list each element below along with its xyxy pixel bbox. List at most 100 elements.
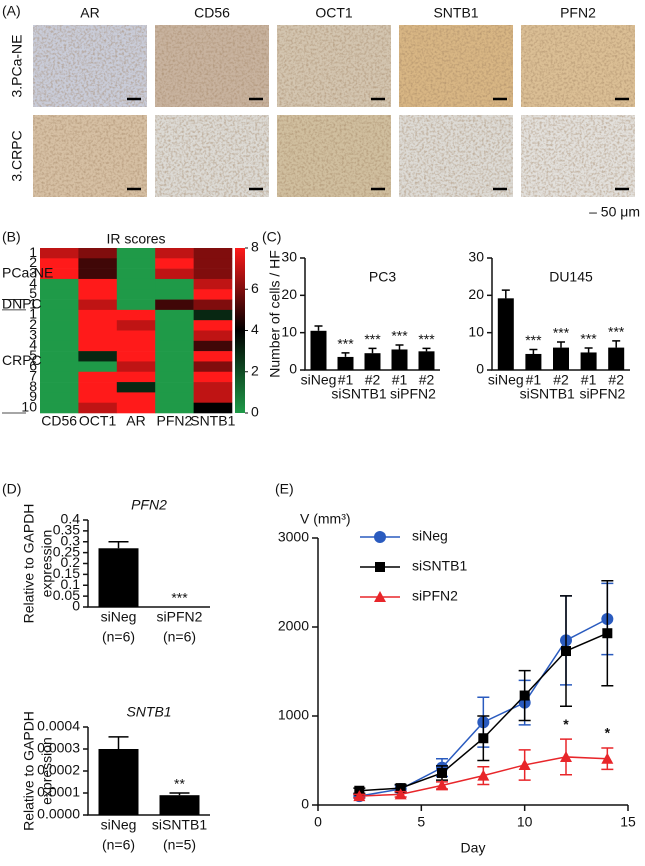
heatmap-cell	[116, 382, 156, 393]
y-axis-label: Relative to GAPDH	[21, 504, 37, 624]
y-tick-label: 20	[468, 286, 484, 302]
bar	[580, 352, 597, 370]
heatmap-cell	[78, 371, 118, 383]
marker	[561, 646, 571, 657]
y-tick-label: 0.4	[61, 511, 81, 527]
bar	[159, 795, 200, 815]
heatmap-cell	[155, 299, 194, 311]
error-bar	[395, 344, 404, 350]
x-tick-label: #1	[581, 372, 597, 388]
heatmap-cell	[155, 382, 194, 393]
legend-label: siPFN2	[412, 588, 458, 604]
x-tick-label: siNeg	[101, 609, 137, 625]
y-tick-label: 0.2	[61, 554, 81, 570]
heatmap-cell	[78, 392, 118, 403]
y-tick-label: 0.0002	[37, 762, 80, 778]
heatmap-cell	[116, 392, 156, 403]
heatmap-cell	[155, 248, 194, 259]
heatmap-cell	[116, 248, 156, 259]
error-bar	[108, 736, 129, 749]
heatmap-cell	[155, 309, 194, 321]
x-tick-label: siNeg	[488, 372, 524, 388]
row-label: 4	[29, 337, 37, 353]
row-label: 2	[29, 254, 37, 270]
heatmap-cell	[40, 309, 79, 321]
y-tick-label: 0.35	[53, 522, 80, 538]
y-tick-label: 0.0004	[37, 718, 80, 734]
heatmap-cell	[193, 268, 233, 280]
heatmap-cell	[78, 320, 118, 331]
heatmap-cell	[116, 268, 156, 280]
heatmap-cell	[40, 371, 79, 383]
heatmap-cell	[193, 351, 233, 362]
heatmap-cell	[193, 299, 233, 311]
y-tick-label: 0.25	[53, 543, 80, 559]
micrograph-texture	[521, 115, 635, 197]
heatmap-cell	[78, 248, 118, 259]
x-tick-label: 0	[314, 814, 322, 830]
column-label: CD56	[194, 5, 230, 21]
x-tick-label: 5	[417, 814, 425, 830]
axis-line	[317, 538, 628, 806]
marker	[602, 628, 613, 639]
x-tick-label: #1	[338, 372, 354, 388]
micrograph-texture	[399, 25, 513, 107]
colorbar-tick-label: 6	[251, 280, 259, 296]
heatmap-cell	[155, 351, 194, 362]
marker	[519, 690, 530, 701]
group-label: siSNTB1	[520, 386, 575, 402]
heatmap-cell	[40, 361, 79, 373]
heatmap-cell	[40, 351, 79, 362]
heatmap-cell	[78, 289, 118, 300]
bar	[418, 351, 435, 370]
group-label: PCa-NE	[2, 264, 53, 280]
x-tick-label: #2	[419, 372, 435, 388]
heatmap-cell	[116, 361, 156, 373]
heatmap-cell	[193, 289, 233, 300]
heatmap-cell	[40, 340, 79, 352]
x-tick-label: siNeg	[101, 817, 137, 833]
legend-label: siSNTB1	[412, 558, 467, 574]
legend-marker	[375, 562, 385, 572]
sample-size: (n=6)	[163, 629, 196, 645]
y-axis-label: V (mm³)	[300, 511, 351, 527]
panel-label: (D)	[2, 481, 21, 497]
colorbar-tick-label: 2	[251, 362, 259, 378]
heatmap-cell	[193, 371, 233, 383]
x-tick-label: #1	[526, 372, 542, 388]
row-label: 5	[29, 285, 37, 301]
significance-label: *	[563, 716, 569, 732]
panel-label: (C)	[262, 229, 281, 245]
heatmap-cell	[78, 382, 118, 393]
bar	[364, 353, 381, 370]
heatmap-cell	[40, 402, 79, 414]
bar	[98, 749, 139, 815]
heatmap-cell	[40, 248, 79, 259]
significance-label: ***	[525, 332, 542, 348]
heatmap-cell	[78, 402, 118, 414]
y-tick-label: 10	[468, 323, 484, 339]
heatmap-cell	[40, 320, 79, 331]
heatmap-title: IR scores	[106, 231, 165, 247]
sample-size: (n=6)	[102, 837, 135, 853]
column-label: AR	[80, 5, 99, 21]
legend-label: siNeg	[412, 528, 448, 544]
heatmap-cell	[155, 289, 194, 300]
y-axis-label: Number of cells / HF	[267, 250, 283, 378]
x-tick-label: siSNTB1	[152, 817, 207, 833]
y-axis-label: expression	[39, 737, 55, 805]
heatmap-cell	[78, 361, 118, 373]
bar	[391, 349, 408, 370]
row-label: 3	[29, 264, 37, 280]
significance-label: **	[174, 776, 185, 792]
y-tick-label: 2000	[278, 618, 309, 634]
x-tick-label: #2	[365, 372, 381, 388]
legend-marker	[374, 591, 386, 602]
y-tick-label: 0.1	[61, 576, 81, 592]
y-tick-label: 0	[289, 361, 297, 377]
heatmap-cell	[155, 258, 194, 269]
y-tick-label: 0.0003	[37, 740, 80, 756]
heatmap-cell	[78, 299, 118, 311]
error-bar	[501, 289, 510, 299]
